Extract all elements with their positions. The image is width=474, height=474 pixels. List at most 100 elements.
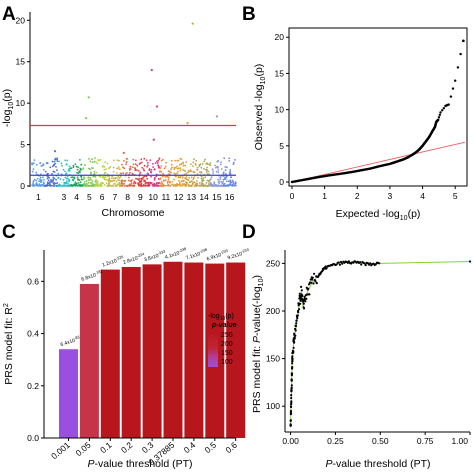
manhattan-point [185,176,188,178]
manhattan-point [157,164,160,167]
manhattan-point [147,173,150,175]
manhattan-point [89,176,92,179]
prs-fit-point [294,324,298,328]
manhattan-x-tick-label: 4 [74,192,79,202]
manhattan-point [92,183,95,186]
panel-label-a: A [2,4,16,25]
manhattan-point [112,177,115,180]
manhattan-x-tick-label: 13 [187,192,197,202]
manhattan-point [173,166,176,169]
manhattan-point [212,184,215,187]
manhattan-point [40,180,43,183]
manhattan-point [158,170,161,173]
manhattan-point [196,173,199,176]
manhattan-point [79,181,82,184]
manhattan-point [161,182,164,185]
manhattan-point [191,182,194,185]
manhattan-point [114,177,116,180]
manhattan-point [197,184,199,187]
prs-fit-point [304,300,307,303]
manhattan-point [125,163,127,166]
manhattan-point [129,165,132,168]
manhattan-point [200,175,203,178]
manhattan-point [76,176,79,179]
manhattan-point [134,163,137,166]
manhattan-point [150,168,153,171]
prs-bar-label: 6.4x10-83 [59,335,81,348]
manhattan-point [171,180,174,183]
manhattan-point [197,176,199,179]
manhattan-point [56,169,58,172]
manhattan-point [188,181,191,184]
manhattan-point [42,163,45,166]
manhattan-point [223,185,226,187]
manhattan-point [188,177,191,179]
manhattan-point [90,178,92,181]
manhattan-point [90,185,93,187]
manhattan-point [129,168,132,171]
manhattan-point [201,179,204,181]
manhattan-point [136,164,139,167]
qq-x-label: Expected -log10(p) [336,208,421,222]
manhattan-point [132,163,135,166]
manhattan-point [83,176,85,179]
manhattan-outlier-point [53,150,57,153]
manhattan-point [132,182,135,185]
manhattan-point [159,167,162,169]
manhattan-point [32,180,35,183]
prs-fit-point [305,297,308,300]
manhattan-point [66,184,69,187]
legend-tick: 100 [221,359,233,366]
manhattan-point [39,162,41,165]
manhattan-point [58,160,60,163]
prs-fit-point [335,263,338,266]
manhattan-point [219,163,222,166]
prs-fit-point [291,360,294,363]
manhattan-point [146,185,149,187]
prs-fit-point [337,261,340,264]
manhattan-point [54,162,57,165]
manhattan-point [152,162,154,165]
manhattan-point [55,166,57,168]
prs-bar-y-tick-label: 0.6 [27,276,39,286]
manhattan-point [109,180,111,183]
manhattan-point [159,185,161,187]
prs-fit-point [308,293,311,296]
manhattan-point [184,170,187,172]
manhattan-points [31,157,237,187]
manhattan-point [96,185,98,187]
manhattan-point [159,177,162,180]
prs-fit-point [311,276,314,279]
manhattan-point [39,176,42,179]
manhattan-point [196,168,199,171]
manhattan-point [196,166,199,169]
manhattan-point [62,168,65,171]
manhattan-point [192,178,195,181]
prs-bar-y-label: PRS model fit: R2 [3,303,15,385]
manhattan-point [76,168,79,171]
manhattan-point [80,176,83,178]
prs-bar-label: 1.2x10-226 [101,255,125,269]
manhattan-point [143,169,146,172]
manhattan-point [170,163,173,166]
manhattan-point [160,165,163,167]
manhattan-point [116,167,118,170]
qq-x-tick-label: 5 [453,191,458,201]
manhattan-point [150,175,152,178]
manhattan-point [171,183,173,186]
manhattan-point [144,182,147,185]
manhattan-point [152,166,155,169]
manhattan-point [140,179,143,182]
manhattan-point [158,158,161,160]
manhattan-point [192,161,195,164]
manhattan-point [217,181,220,184]
manhattan-point [128,185,131,187]
manhattan-point [108,177,111,180]
manhattan-point [169,184,172,187]
manhattan-point [187,171,190,174]
manhattan-point [222,183,225,186]
manhattan-point [99,182,102,185]
manhattan-point [57,176,60,179]
manhattan-point [36,177,39,180]
